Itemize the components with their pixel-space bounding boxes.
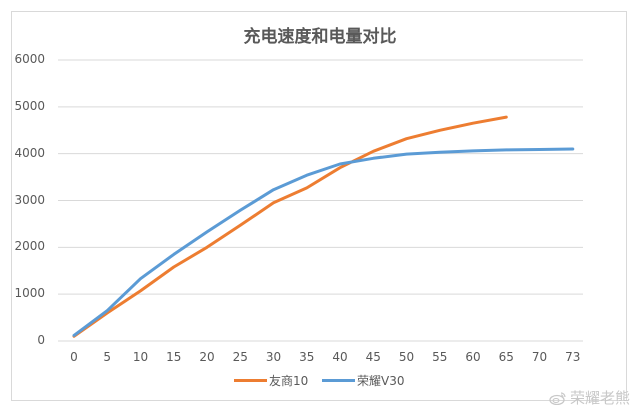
x-tick-label: 50 [398,350,415,364]
chart-title: 充电速度和电量对比 [243,27,397,47]
x-tick-label: 55 [432,350,448,364]
series-line-2 [72,147,575,337]
x-tick-label: 15 [166,350,182,364]
legend-label: 荣耀V30 [357,374,405,388]
x-tick-label: 25 [232,350,248,364]
y-tick-label: 5000 [14,98,45,113]
y-tick-label: 1000 [14,286,45,301]
legend-swatch-orange [234,379,267,382]
legend-swatch-blue [322,379,355,382]
weibo-icon [549,391,566,405]
y-tick-label: 4000 [14,145,45,160]
x-tick-label: 70 [531,350,548,364]
x-tick-label: 45 [365,350,381,364]
x-tick-label: 35 [299,350,315,364]
chart-frame [11,11,627,401]
series-line-1 [72,115,508,338]
legend-item-series-2: 荣耀V30 [322,372,404,389]
x-tick-label: 20 [199,350,215,364]
x-tick-label: 73 [565,350,581,364]
watermark-text: 荣耀老熊 [569,389,630,407]
y-tick-label: 6000 [14,52,45,66]
watermark: 荣耀老熊 [549,387,630,408]
x-tick-label: 10 [132,350,149,364]
x-tick-label: 5 [103,350,112,364]
x-tick-label: 60 [465,350,481,364]
x-tick-label: 65 [498,350,514,364]
y-tick-label: 2000 [14,239,45,254]
legend-item-series-1: 友商10 [234,372,308,389]
legend-label: 友商10 [269,374,309,388]
x-tick-label: 0 [70,350,78,364]
y-tick-label: 0 [37,333,45,347]
x-tick-label: 30 [265,350,282,364]
y-tick-label: 3000 [14,192,45,207]
x-tick-label: 40 [332,350,348,364]
